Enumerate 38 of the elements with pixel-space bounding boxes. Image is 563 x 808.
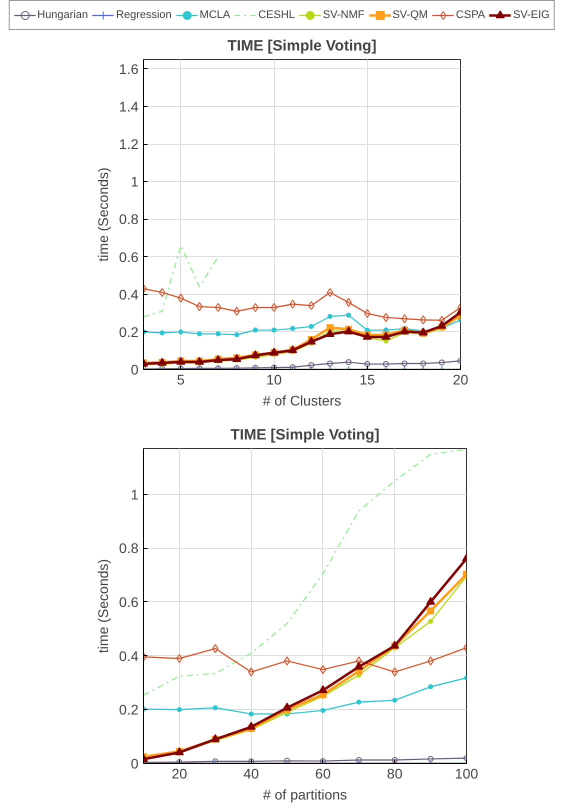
x-tick-label: 20 — [172, 766, 188, 782]
x-axis-title: # of Clusters — [262, 392, 342, 408]
legend-label: SV-NMF — [322, 9, 364, 21]
y-tick-label: 1.2 — [119, 136, 139, 152]
y-tick-label: 0.4 — [119, 648, 139, 664]
y-axis-title: time (Seconds) — [95, 167, 112, 262]
x-tick-label: 20 — [452, 372, 468, 388]
y-tick-label: 0.6 — [119, 248, 139, 265]
y-tick-label: 0.6 — [119, 594, 139, 610]
y-axis-title: time (Seconds) — [95, 558, 112, 654]
legend-label: CESHL — [258, 9, 295, 21]
y-tick-label: 1.6 — [119, 60, 139, 77]
y-tick-label: 0.4 — [119, 286, 139, 302]
legend-label: Hungarian — [37, 9, 88, 21]
y-tick-label: 0.2 — [119, 702, 139, 718]
y-tick-label: 1.4 — [119, 98, 139, 114]
y-tick-label: 0.8 — [119, 211, 139, 228]
legend-label: SV-EIG — [513, 9, 550, 21]
chart-title: TIME [Simple Voting] — [228, 38, 376, 54]
x-tick-label: 40 — [243, 766, 260, 782]
y-tick-label: 0 — [130, 756, 139, 772]
legend-label: SV-QM — [392, 9, 428, 21]
legend-label: MCLA — [200, 9, 230, 21]
legend-label: Regression — [116, 9, 172, 21]
x-tick-label: 10 — [266, 372, 282, 388]
y-tick-label: 0.8 — [119, 540, 139, 556]
x-tick-label: 5 — [176, 372, 185, 388]
y-tick-label: 0 — [130, 362, 139, 378]
chart-title: TIME [Simple Voting] — [230, 426, 380, 444]
y-tick-label: 1 — [130, 174, 139, 190]
x-axis-title: # of partitions — [262, 786, 348, 802]
x-tick-label: 100 — [454, 766, 478, 782]
x-tick-label: 80 — [386, 766, 403, 782]
legend-label: CSPA — [456, 9, 486, 21]
y-tick-label: 1 — [130, 486, 139, 502]
x-tick-label: 15 — [359, 372, 376, 388]
x-tick-label: 60 — [315, 766, 331, 782]
y-tick-label: 0.2 — [119, 324, 139, 340]
